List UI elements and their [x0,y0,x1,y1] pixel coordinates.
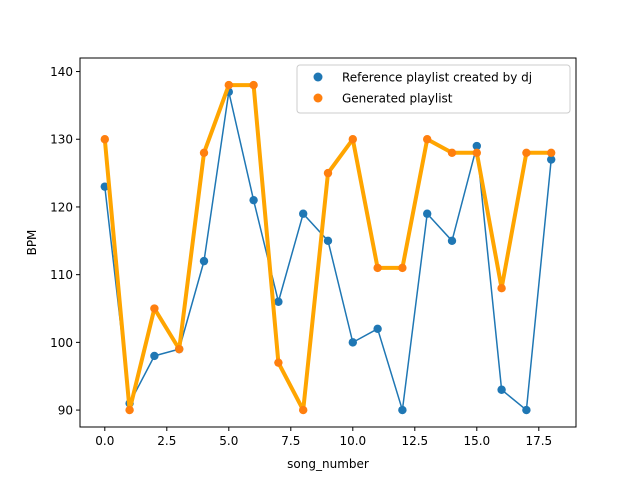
data-point-reference [348,338,357,347]
data-point-reference [472,141,481,151]
data-point-generated [497,284,506,293]
data-point-reference [522,405,531,415]
x-tick-label: 12.5 [401,434,428,448]
x-tick-label: 17.5 [525,434,552,448]
x-tick-label: 5.0 [219,434,238,448]
legend: Reference playlist created by dj Generat… [296,64,571,114]
data-point-generated [125,405,134,415]
data-point-generated [100,135,110,144]
y-tick-label: 120 [50,200,73,214]
data-point-generated [274,358,283,367]
y-tick-label: 130 [50,133,73,147]
data-point-generated [423,135,432,144]
y-tick-label: 140 [50,65,73,79]
data-point-generated [373,263,382,273]
y-tick-label: 100 [50,336,73,350]
x-tick-label: 10.0 [339,434,366,448]
y-tick-label: 110 [50,268,73,282]
data-point-reference [447,236,457,246]
data-point-generated [348,135,357,144]
legend-label-generated: Generated playlist [342,92,453,106]
data-point-reference [497,385,506,394]
data-point-generated [522,148,531,157]
x-tick-label: 0.0 [95,434,114,448]
data-point-reference [299,209,308,218]
data-point-reference [274,297,283,306]
y-axis-label: BPM [25,230,39,256]
x-tick-label: 7.5 [281,434,300,448]
data-point-generated [199,148,209,157]
x-tick-label: 2.5 [157,434,176,448]
data-point-reference [373,324,382,334]
data-point-reference [323,236,333,246]
data-point-reference [398,405,407,415]
data-point-reference [547,155,556,164]
data-point-reference [199,256,209,266]
x-axis-label: song_number [287,457,369,471]
data-point-reference [150,351,159,361]
data-point-generated [447,148,457,157]
data-point-generated [323,168,333,178]
data-point-generated [249,80,258,90]
plot-area [100,80,556,415]
data-point-generated [472,148,481,157]
y-tick-label: 90 [58,404,73,418]
data-point-reference [249,195,258,205]
data-point-generated [547,148,556,157]
data-point-generated [224,80,233,90]
data-point-generated [175,344,184,354]
y-axis-ticks: 90 100 110 120 130 140 [50,65,80,418]
x-axis-ticks: 0.0 2.5 5.0 7.5 10.0 12.5 15.0 17.5 [95,427,552,448]
data-point-reference [100,182,110,191]
data-point-generated [150,304,159,313]
legend-box [296,64,571,114]
x-tick-label: 15.0 [463,434,490,448]
data-point-reference [423,209,432,218]
data-point-generated [398,263,407,273]
data-point-generated [299,405,308,415]
legend-marker-reference [313,72,323,82]
legend-label-reference: Reference playlist created by dj [342,71,532,85]
axes-frame [79,57,577,428]
legend-marker-generated [313,93,323,103]
